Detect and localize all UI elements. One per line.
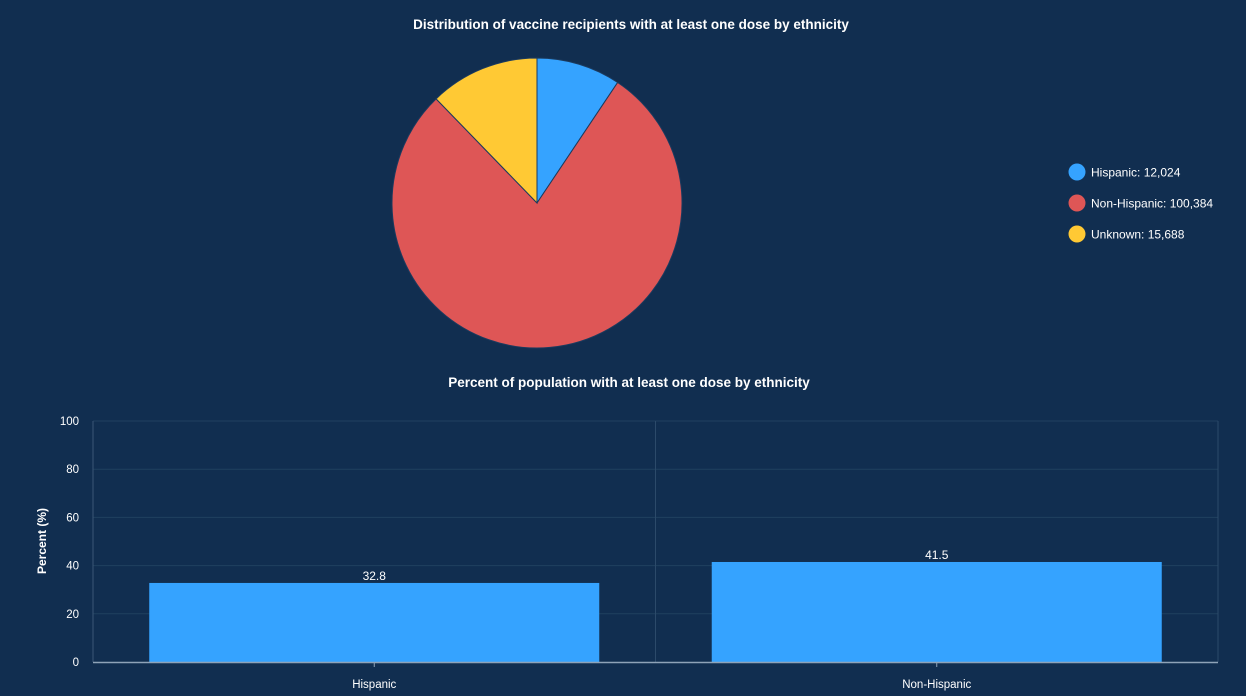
bar-value-label-non-hispanic: 41.5 (925, 548, 949, 562)
legend-swatch (1068, 163, 1086, 181)
y-tick-label: 60 (66, 512, 79, 524)
bar-hispanic[interactable] (149, 582, 600, 662)
pie-chart-title: Distribution of vaccine recipients with … (413, 17, 849, 32)
pie-legend: Hispanic: 12,024 Non-Hispanic: 100,384 Unk… (1068, 163, 1214, 243)
legend-swatch (1068, 225, 1086, 243)
bar-x-ticks: Hispanic Non-Hispanic (93, 661, 1218, 691)
y-tick-label: 0 (73, 657, 79, 669)
legend-label: Unknown: 15,688 (1091, 228, 1185, 242)
bar-y-ticks: 0 20 40 60 80 100 (60, 416, 79, 669)
y-tick-label: 20 (66, 609, 79, 621)
x-tick-label-hispanic: Hispanic (352, 679, 396, 691)
pie-slices (391, 57, 683, 349)
legend-item-hispanic[interactable]: Hispanic: 12,024 (1068, 163, 1181, 181)
pie-slice-unknown[interactable] (435, 57, 538, 205)
y-tick-label: 100 (60, 416, 79, 428)
pie-slice-hispanic[interactable] (536, 57, 619, 205)
bar-non-hispanic[interactable] (711, 561, 1162, 662)
bar-bars (149, 561, 1162, 662)
y-tick-label: 80 (66, 464, 79, 476)
y-tick-label: 40 (66, 561, 79, 573)
bar-data-labels: 32.8 41.5 (363, 548, 949, 583)
x-tick-label-non-hispanic: Non-Hispanic (902, 679, 971, 691)
pie-slice-non-hispanic[interactable] (391, 81, 683, 349)
bar-grid (92, 420, 1219, 662)
legend-swatch (1068, 194, 1086, 212)
legend-item-unknown[interactable]: Unknown: 15,688 (1068, 225, 1185, 243)
bar-value-label-hispanic: 32.8 (363, 569, 387, 583)
legend-item-non-hispanic[interactable]: Non-Hispanic: 100,384 (1068, 194, 1214, 212)
legend-label: Hispanic: 12,024 (1091, 166, 1181, 180)
bar-y-axis-title: Percent (%) (35, 508, 49, 574)
bar-chart-title: Percent of population with at least one … (448, 375, 810, 390)
legend-label: Non-Hispanic: 100,384 (1091, 197, 1213, 211)
